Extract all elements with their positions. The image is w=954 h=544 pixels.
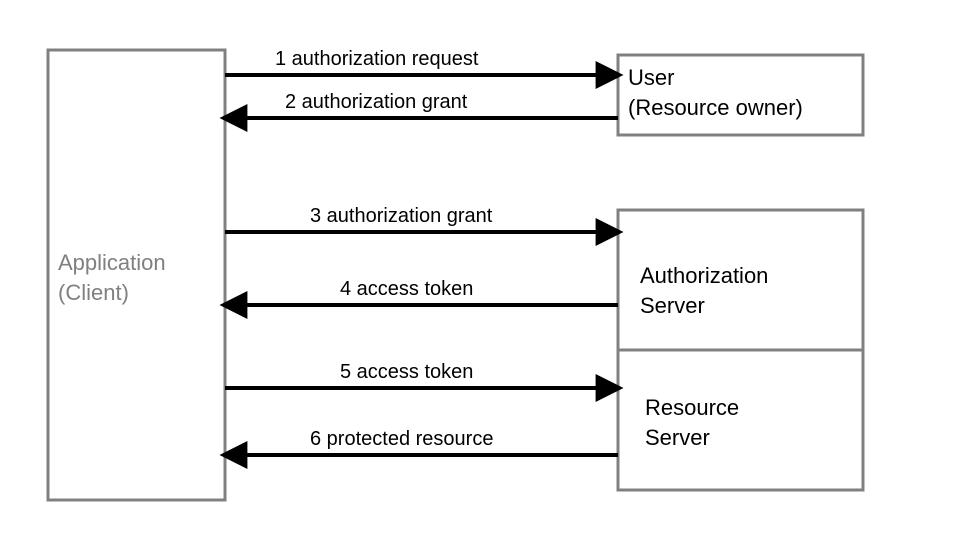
- edge-3-label: 3 authorization grant: [310, 205, 493, 227]
- node-user-label-line-0: User: [628, 65, 674, 90]
- edge-2-label: 2 authorization grant: [285, 91, 468, 113]
- edge-1-label: 1 authorization request: [275, 48, 479, 70]
- node-user-label-line-1: (Resource owner): [628, 95, 803, 120]
- edge-5-label: 5 access token: [340, 361, 473, 383]
- node-client-label-line-1: (Client): [58, 280, 129, 305]
- node-authz-label-line-1: Server: [640, 293, 705, 318]
- edge-6-label: 6 protected resource: [310, 428, 493, 450]
- node-resource-label-line-1: Server: [645, 425, 710, 450]
- node-client-label-line-0: Application: [58, 250, 166, 275]
- edge-4-label: 4 access token: [340, 278, 473, 300]
- node-resource-label-line-0: Resource: [645, 395, 739, 420]
- node-authz-label-line-0: Authorization: [640, 263, 768, 288]
- oauth-flow-diagram: Application (Client) User (Resource owner) A…: [0, 0, 954, 544]
